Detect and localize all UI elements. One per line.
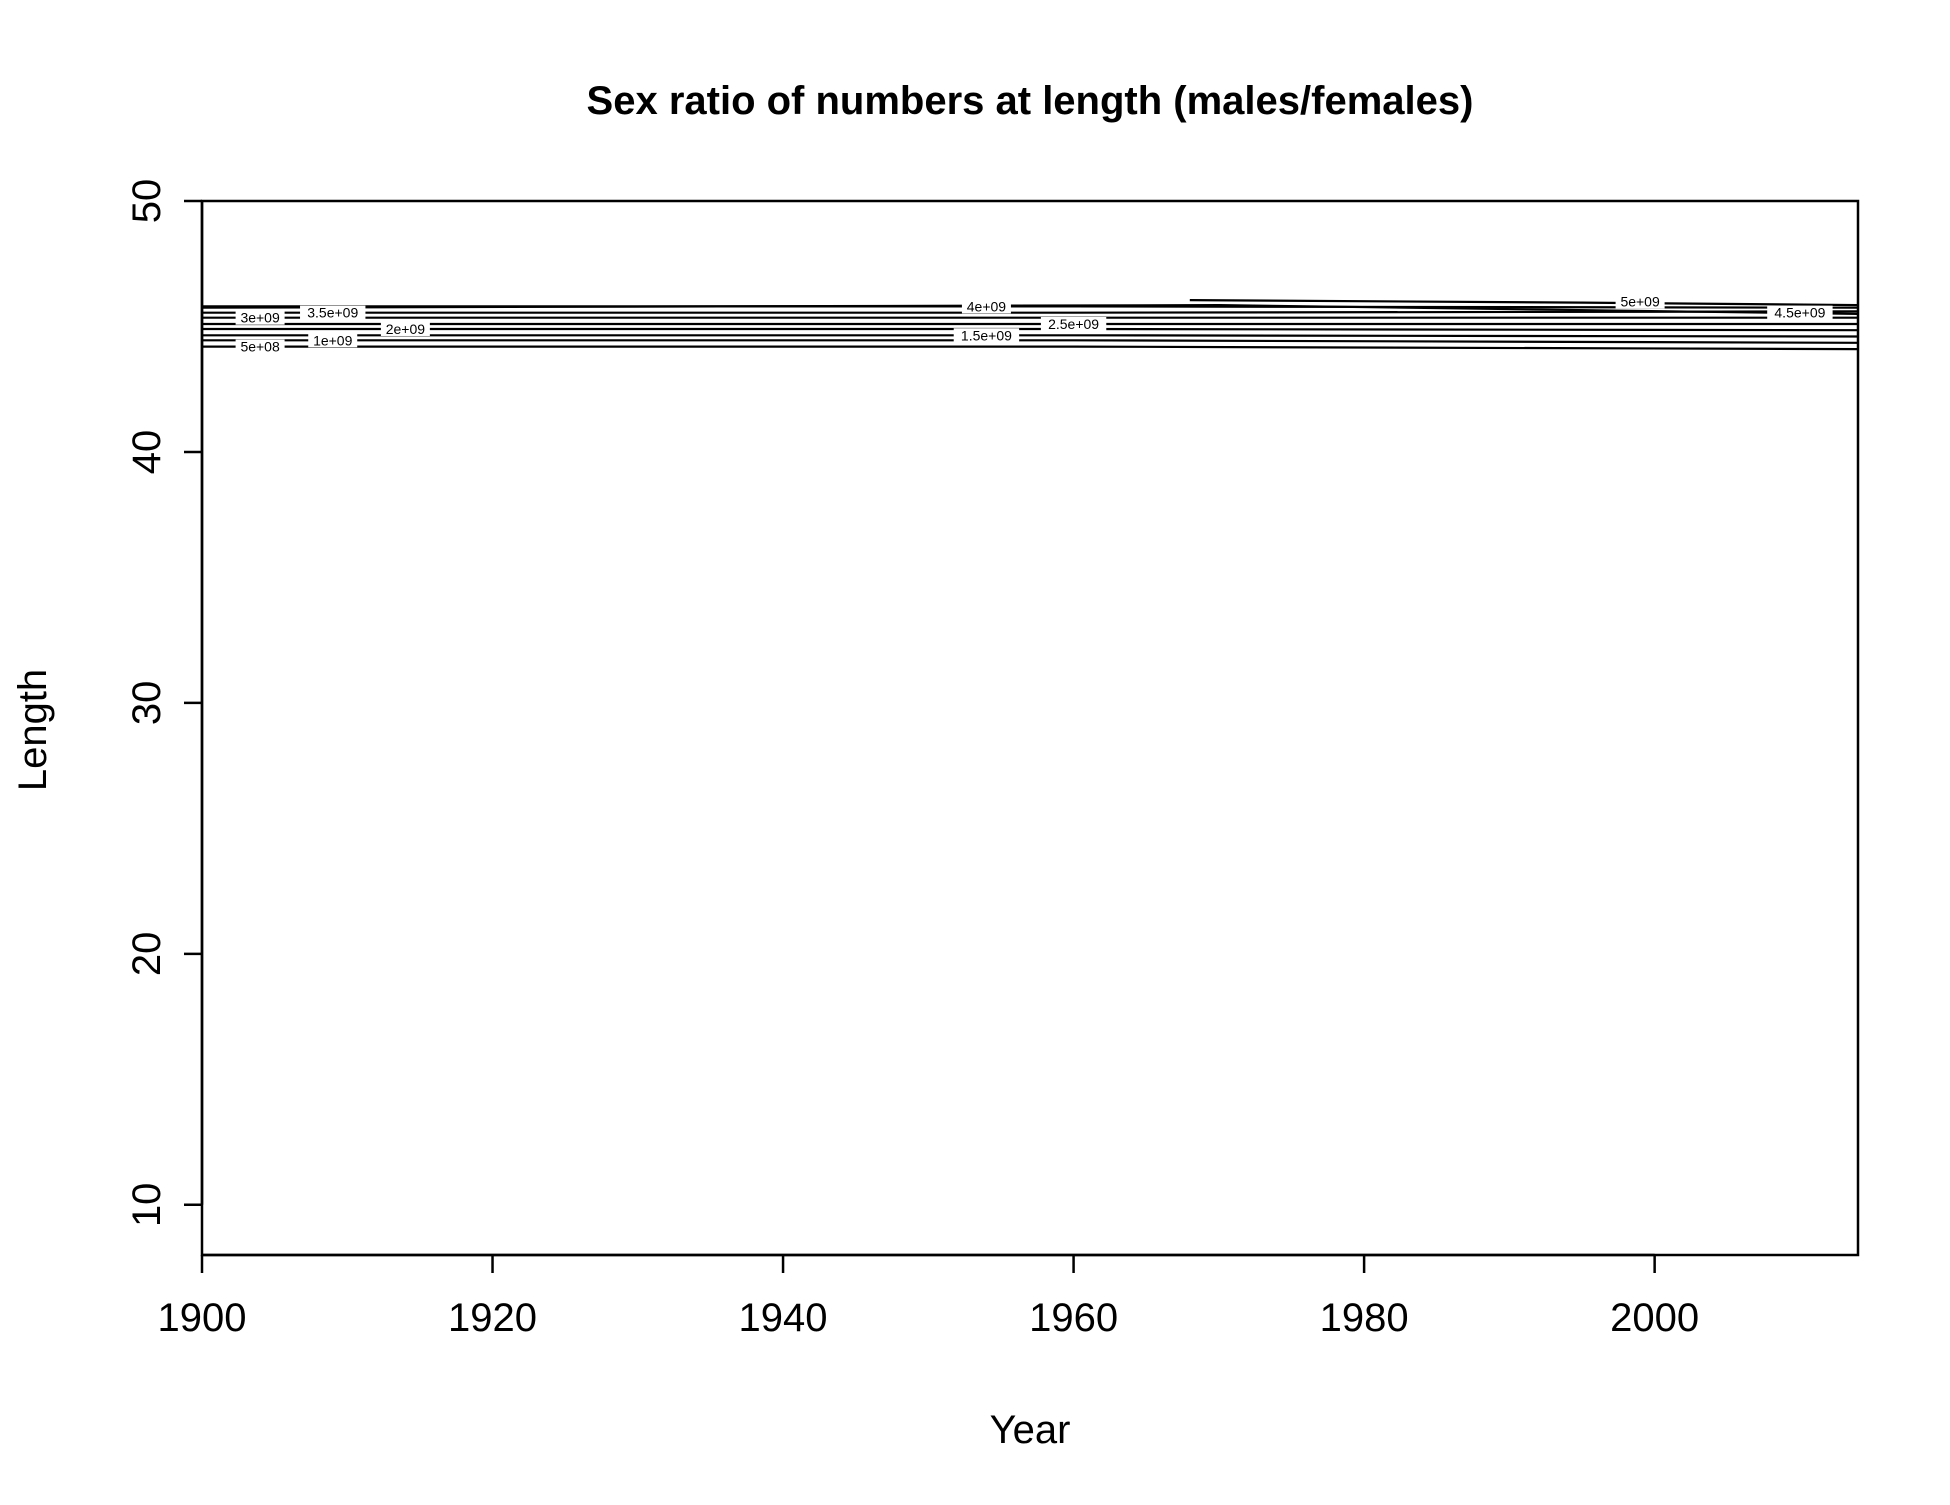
contour-label: 2.5e+09: [1048, 316, 1099, 332]
contour-line: [202, 339, 1859, 344]
contour-line: [202, 327, 1859, 332]
contour-label: 2e+09: [386, 321, 426, 337]
x-tick-label: 2000: [1610, 1296, 1699, 1340]
contour-labels: 5e+08 1e+09 1.5e+09 2e+09 2.5e+09 3e+09 3.5e+0…: [235, 293, 1833, 355]
x-tick-label: 1920: [448, 1296, 537, 1340]
contour-label-background: [308, 333, 358, 348]
contour-line: [202, 345, 1859, 351]
y-tick-label: 10: [125, 1183, 169, 1228]
contour-label-background: [380, 321, 430, 336]
contour-label: 3.5e+09: [307, 305, 358, 321]
x-tick-label: 1960: [1029, 1296, 1118, 1340]
contour-label: 5e+08: [240, 339, 280, 355]
x-tick-label: 1900: [158, 1296, 247, 1340]
y-tick-label: 30: [125, 681, 169, 726]
contour-label-background: [235, 339, 285, 354]
contour-label-background: [961, 299, 1011, 314]
contour-label-background: [300, 305, 366, 320]
contour-label: 1.5e+09: [961, 327, 1012, 343]
contour-label-background: [1040, 316, 1107, 331]
contour-lines: [201, 299, 1859, 351]
contour-label: 4e+09: [967, 298, 1007, 314]
y-axis-title: Length: [11, 669, 55, 791]
contour-label: 1e+09: [313, 332, 353, 348]
plot-frame: [200, 199, 1860, 1257]
contour-line: [1189, 299, 1859, 307]
contour-line: [201, 303, 1859, 315]
x-tick-label: 1940: [739, 1296, 828, 1340]
contour-label-background: [1615, 294, 1665, 309]
y-tick-label: 40: [125, 430, 169, 475]
x-axis-title: Year: [990, 1408, 1071, 1452]
chart-title: Sex ratio of numbers at length (males/fe…: [587, 79, 1474, 123]
contour-label: 3e+09: [240, 310, 280, 326]
contour-line: [202, 334, 1859, 338]
contour-label: 5e+09: [1620, 293, 1660, 309]
axes: 1900 1920 1940 1960 1980 2000 10 20 30 40 50: [125, 179, 1699, 1340]
contour-label-background: [1767, 305, 1833, 320]
y-tick-label: 20: [125, 932, 169, 977]
contour-label-background: [953, 328, 1020, 343]
x-tick-label: 1980: [1320, 1296, 1409, 1340]
contour-label: 4.5e+09: [1774, 305, 1825, 321]
contour-label-background: [235, 310, 285, 325]
y-tick-label: 50: [125, 179, 169, 224]
contour-line: [202, 310, 1859, 314]
